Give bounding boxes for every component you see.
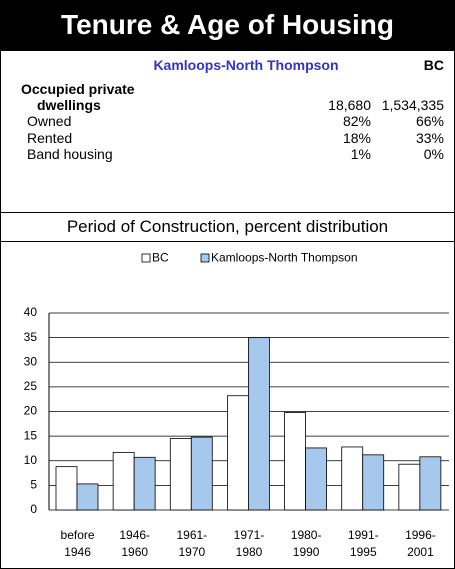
- cell-value: 1,534,335: [381, 97, 444, 113]
- x-tick-label: 1961-1970: [176, 528, 208, 559]
- bar: [133, 456, 156, 511]
- y-tick-label: 10: [24, 453, 38, 467]
- chart: 0 5 10 15 20 25 30 35 40 BC Kamloops-North Thompso…: [24, 251, 449, 516]
- title-banner: Tenure & Age of Housing: [1, 1, 454, 51]
- cell-value: 0%: [423, 146, 444, 162]
- bar: [419, 456, 442, 511]
- y-tick-label: 40: [24, 305, 38, 319]
- bar: [227, 395, 249, 511]
- row-label: Rented: [27, 130, 73, 146]
- y-tick-label: 30: [24, 354, 38, 368]
- cell-value: 18%: [342, 130, 371, 146]
- cell-value: 18,680: [328, 97, 371, 113]
- legend-label: Kamloops-North Thompson: [211, 251, 358, 265]
- row-label: Owned: [27, 113, 72, 129]
- x-tick-label: 1991-1995: [347, 528, 379, 559]
- legend-label: BC: [152, 251, 169, 265]
- bar: [169, 438, 192, 511]
- bar: [305, 447, 327, 511]
- bar: [190, 436, 213, 511]
- y-tick-label: 35: [24, 330, 38, 344]
- legend-swatch: [200, 253, 210, 263]
- bar: [284, 412, 306, 511]
- cell-value: 33%: [415, 130, 444, 146]
- bar: [248, 337, 270, 511]
- y-tick-label: 5: [30, 478, 37, 492]
- x-tick-label: 1996-2001: [405, 528, 436, 559]
- column-header: Kamloops-North Thompson: [153, 57, 339, 73]
- y-tick-label: 15: [24, 428, 38, 442]
- cell-value: 1%: [350, 146, 371, 162]
- x-tick-label: 1980-1990: [290, 528, 322, 559]
- row-label: Occupied private dwellings: [21, 81, 135, 113]
- row-label: Band housing: [27, 146, 113, 162]
- x-tick-label: 1946-1960: [119, 528, 151, 559]
- bar: [112, 451, 135, 511]
- y-tick-label: 0: [30, 502, 37, 516]
- bar: [55, 466, 78, 511]
- y-tick-label: 25: [24, 379, 38, 393]
- bar: [398, 463, 421, 511]
- bar: [362, 454, 385, 511]
- cell-value: 66%: [415, 113, 444, 129]
- y-tick-label: 20: [24, 404, 38, 418]
- x-tick-label: 1971-1980: [233, 528, 265, 559]
- column-header: BC: [423, 57, 444, 73]
- chart-title: Period of Construction, percent distribu…: [1, 212, 454, 242]
- legend-swatch: [141, 253, 151, 263]
- x-tick-label: before 1946: [60, 528, 95, 559]
- bar: [76, 483, 99, 511]
- bar: [341, 446, 364, 511]
- cell-value: 82%: [342, 113, 371, 129]
